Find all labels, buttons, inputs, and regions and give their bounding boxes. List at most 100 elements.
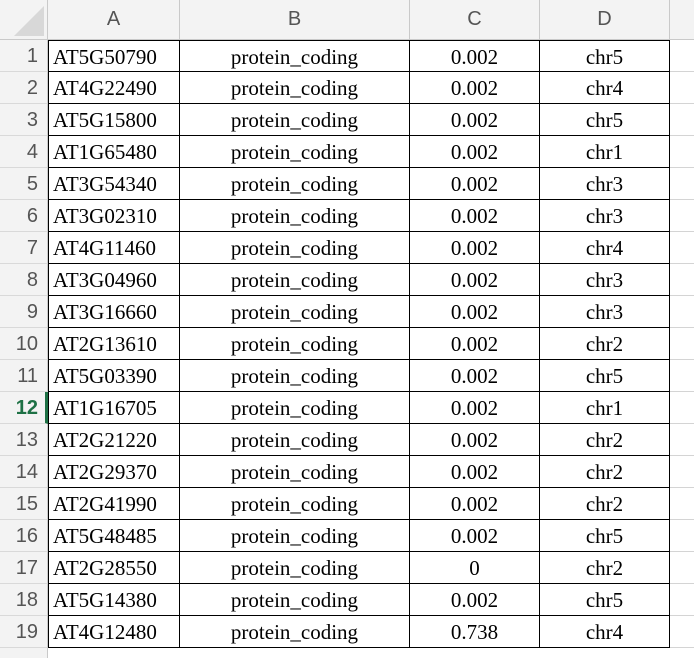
cell-value[interactable]: 0.002 <box>410 584 540 616</box>
row-header[interactable]: 10 <box>0 328 48 360</box>
cell-gene-id[interactable]: AT1G16705 <box>48 392 180 424</box>
row-header[interactable]: 4 <box>0 136 48 168</box>
cell-gene-id[interactable]: AT5G15800 <box>48 104 180 136</box>
cell-gene-id[interactable]: AT4G11460 <box>48 232 180 264</box>
select-all-corner[interactable] <box>0 0 48 39</box>
cell-gene-id[interactable]: AT5G48485 <box>48 520 180 552</box>
cell-gene-type[interactable]: protein_coding <box>180 72 410 104</box>
cell-gene-type[interactable]: protein_coding <box>180 552 410 584</box>
cell-empty[interactable] <box>670 456 694 488</box>
cell-gene-id[interactable]: AT5G03390 <box>48 360 180 392</box>
cell-gene-id[interactable]: AT5G14380 <box>48 584 180 616</box>
cell-empty[interactable] <box>670 104 694 136</box>
cell-empty[interactable] <box>670 296 694 328</box>
cell-empty[interactable] <box>670 488 694 520</box>
cell-empty[interactable] <box>670 232 694 264</box>
cell-empty[interactable] <box>670 264 694 296</box>
cell-chromosome[interactable]: chr4 <box>540 616 670 648</box>
cell-gene-type[interactable]: protein_coding <box>180 200 410 232</box>
cell-value[interactable]: 0 <box>410 552 540 584</box>
cell-empty[interactable] <box>670 552 694 584</box>
cell-chromosome[interactable]: chr2 <box>540 424 670 456</box>
cell-empty[interactable] <box>670 40 694 72</box>
row-header[interactable]: 17 <box>0 552 48 584</box>
column-header-c[interactable]: C <box>410 0 540 39</box>
cell-empty[interactable] <box>670 360 694 392</box>
cell-gene-type[interactable]: protein_coding <box>180 40 410 72</box>
cell-chromosome[interactable]: chr4 <box>540 72 670 104</box>
cell-empty[interactable] <box>670 424 694 456</box>
row-header[interactable]: 12 <box>0 392 48 424</box>
row-header[interactable]: 5 <box>0 168 48 200</box>
cell-gene-id[interactable]: AT5G50790 <box>48 40 180 72</box>
cell-gene-id[interactable]: AT4G12480 <box>48 616 180 648</box>
column-header-e[interactable] <box>670 0 694 39</box>
row-header[interactable]: 3 <box>0 104 48 136</box>
cell-gene-type[interactable]: protein_coding <box>180 424 410 456</box>
cell-gene-id[interactable]: AT2G41990 <box>48 488 180 520</box>
cell-empty[interactable] <box>670 584 694 616</box>
row-header[interactable]: 16 <box>0 520 48 552</box>
row-header[interactable]: 18 <box>0 584 48 616</box>
cell-value[interactable]: 0.002 <box>410 72 540 104</box>
cell-empty[interactable] <box>670 136 694 168</box>
cell-gene-type[interactable]: protein_coding <box>180 360 410 392</box>
cell-empty[interactable] <box>670 616 694 648</box>
cell-value[interactable]: 0.002 <box>410 424 540 456</box>
cell-value[interactable]: 0.002 <box>410 40 540 72</box>
row-header[interactable]: 6 <box>0 200 48 232</box>
cell-gene-id[interactable]: AT3G54340 <box>48 168 180 200</box>
row-header[interactable]: 11 <box>0 360 48 392</box>
row-header[interactable]: 7 <box>0 232 48 264</box>
cell-value[interactable]: 0.002 <box>410 264 540 296</box>
cell-gene-type[interactable]: protein_coding <box>180 616 410 648</box>
cell-value[interactable]: 0.738 <box>410 616 540 648</box>
cell-gene-id[interactable]: AT3G02310 <box>48 200 180 232</box>
cell-value[interactable]: 0.002 <box>410 104 540 136</box>
cell-gene-type[interactable]: protein_coding <box>180 232 410 264</box>
cell-chromosome[interactable]: chr1 <box>540 392 670 424</box>
cell-empty[interactable] <box>670 328 694 360</box>
cell-value[interactable]: 0.002 <box>410 520 540 552</box>
column-header-a[interactable]: A <box>48 0 180 39</box>
cell-gene-id[interactable]: AT2G29370 <box>48 456 180 488</box>
cell-chromosome[interactable]: chr3 <box>540 296 670 328</box>
cell-chromosome[interactable]: chr2 <box>540 488 670 520</box>
cell-empty[interactable] <box>670 168 694 200</box>
row-header[interactable]: 2 <box>0 72 48 104</box>
cell-value[interactable]: 0.002 <box>410 456 540 488</box>
column-header-b[interactable]: B <box>180 0 410 39</box>
row-header[interactable]: 13 <box>0 424 48 456</box>
cell-gene-id[interactable]: AT3G04960 <box>48 264 180 296</box>
cell-value[interactable]: 0.002 <box>410 328 540 360</box>
cell-chromosome[interactable]: chr5 <box>540 104 670 136</box>
cell-gene-type[interactable]: protein_coding <box>180 392 410 424</box>
row-header[interactable]: 15 <box>0 488 48 520</box>
row-header-partial[interactable] <box>0 648 48 658</box>
row-header[interactable]: 14 <box>0 456 48 488</box>
cell-gene-id[interactable]: AT1G65480 <box>48 136 180 168</box>
cell-gene-type[interactable]: protein_coding <box>180 584 410 616</box>
cell-chromosome[interactable]: chr1 <box>540 136 670 168</box>
row-header[interactable]: 8 <box>0 264 48 296</box>
cell-chromosome[interactable]: chr3 <box>540 264 670 296</box>
cell-chromosome[interactable]: chr5 <box>540 520 670 552</box>
cell-chromosome[interactable]: chr2 <box>540 456 670 488</box>
column-header-d[interactable]: D <box>540 0 670 39</box>
cell-gene-type[interactable]: protein_coding <box>180 136 410 168</box>
cell-empty[interactable] <box>670 392 694 424</box>
cell-value[interactable]: 0.002 <box>410 392 540 424</box>
cell-value[interactable]: 0.002 <box>410 296 540 328</box>
cell-chromosome[interactable]: chr3 <box>540 200 670 232</box>
cell-gene-type[interactable]: protein_coding <box>180 456 410 488</box>
cell-gene-id[interactable]: AT2G21220 <box>48 424 180 456</box>
cell-value[interactable]: 0.002 <box>410 168 540 200</box>
row-header[interactable]: 19 <box>0 616 48 648</box>
cell-chromosome[interactable]: chr4 <box>540 232 670 264</box>
cell-gene-type[interactable]: protein_coding <box>180 520 410 552</box>
cell-empty[interactable] <box>670 200 694 232</box>
cell-chromosome[interactable]: chr5 <box>540 40 670 72</box>
cell-gene-id[interactable]: AT2G13610 <box>48 328 180 360</box>
cell-value[interactable]: 0.002 <box>410 136 540 168</box>
cell-chromosome[interactable]: chr2 <box>540 552 670 584</box>
